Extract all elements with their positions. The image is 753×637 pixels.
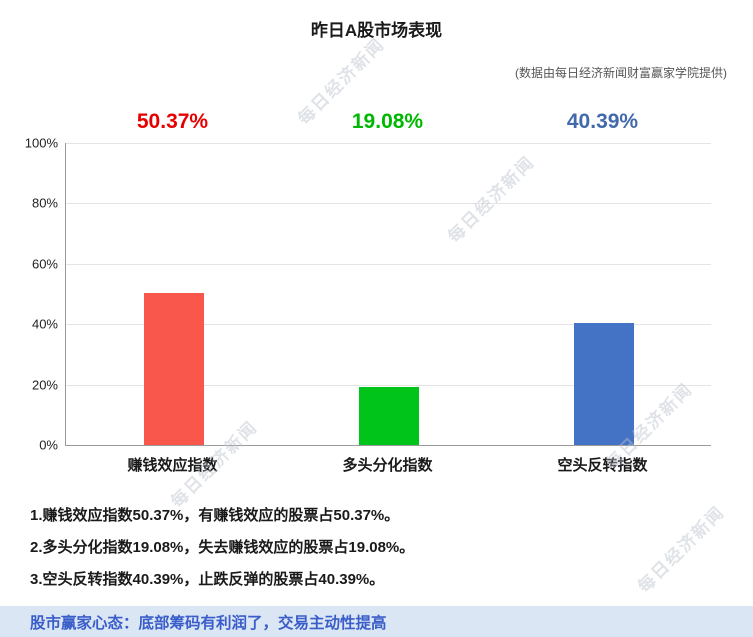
gridline-80 [66, 203, 711, 205]
footer-bar: 股市赢家心态：底部筹码有利润了，交易主动性提高 [0, 606, 753, 637]
note-line: 3.空头反转指数40.39%，止跌反弹的股票占40.39%。 [30, 571, 385, 588]
bar-chart-plot-area: 100% 80% 60% 40% 20% 0% [25, 136, 711, 453]
y-axis-tick-label: 80% [31, 195, 58, 211]
gridline-100 [66, 143, 711, 144]
watermark-text: 每日经济新闻 [634, 502, 729, 597]
y-axis-tick-label: 0% [39, 437, 58, 453]
page-title: 昨日A股市场表现 [310, 21, 443, 40]
notes-section: 1.赚钱效应指数50.37%，有赚钱效应的股票占50.37%。 2.多头分化指数1… [30, 508, 414, 604]
value-labels-row: 50.37% 19.08% 40.39% [65, 110, 710, 134]
bar-赚钱效应指数 [143, 292, 204, 445]
footer-text: 股市赢家心态：底部筹码有利润了，交易主动性提高 [30, 614, 387, 632]
bar-value-label: 50.37% [136, 110, 209, 133]
y-axis-tick-label: 100% [24, 135, 58, 151]
note-line: 1.赚钱效应指数50.37%，有赚钱效应的股票占50.37%。 [30, 507, 400, 524]
bar-value-label: 19.08% [351, 110, 424, 133]
bar-value-label: 40.39% [566, 110, 639, 133]
note-line: 2.多头分化指数19.08%，失去赚钱效应的股票占19.08%。 [30, 539, 415, 556]
x-axis-category-label: 赚钱效应指数 [127, 457, 218, 474]
category-labels-row: 赚钱效应指数 多头分化指数 空头反转指数 [65, 454, 710, 475]
gridline-40 [66, 324, 711, 326]
data-source-note: (数据由每日经济新闻财富赢家学院提供) [515, 66, 727, 80]
gridline-20 [66, 384, 711, 386]
y-axis-tick-label: 40% [31, 316, 58, 332]
x-axis-category-label: 空头反转指数 [557, 457, 648, 474]
bar-多头分化指数 [358, 387, 419, 445]
x-axis-category-label: 多头分化指数 [342, 457, 433, 474]
y-axis-tick-label: 60% [31, 256, 58, 272]
gridline-60 [66, 263, 711, 265]
bar-空头反转指数 [573, 323, 634, 445]
y-axis-tick-label: 20% [31, 377, 58, 393]
